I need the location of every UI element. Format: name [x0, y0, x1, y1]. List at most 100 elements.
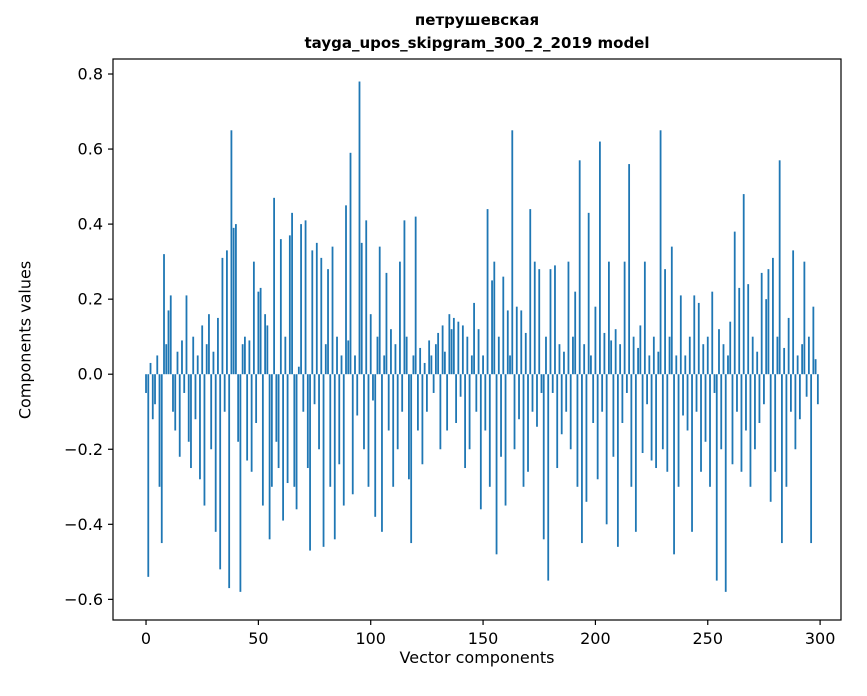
bar [482, 355, 484, 375]
bar [156, 355, 159, 375]
bar [410, 374, 413, 544]
bar [385, 272, 388, 375]
bar [812, 306, 815, 375]
y-tick-label: −0.4 [64, 515, 103, 534]
bar [190, 374, 192, 469]
bar [563, 351, 565, 375]
bar [300, 224, 302, 375]
x-tick-label: 150 [468, 629, 499, 648]
bar [801, 344, 804, 375]
bar [729, 321, 732, 375]
bar [581, 374, 583, 544]
bar [145, 374, 147, 393]
bar [727, 355, 729, 375]
bar [718, 329, 720, 375]
bar [288, 235, 291, 375]
bar [810, 374, 813, 544]
bar [776, 336, 779, 375]
bar [192, 336, 195, 375]
bar [751, 336, 754, 375]
bar [401, 374, 404, 412]
bar [787, 317, 790, 375]
bar [702, 344, 705, 375]
bar [785, 374, 788, 487]
bar [457, 321, 460, 375]
bar [484, 374, 487, 431]
bar [356, 374, 359, 416]
bar [760, 272, 763, 375]
bar [527, 374, 529, 472]
bar [677, 374, 680, 487]
bar [715, 374, 718, 581]
bar [426, 374, 428, 412]
y-tick-label: 0.8 [78, 65, 103, 84]
bar [304, 220, 307, 375]
bar [201, 325, 204, 375]
bar [423, 362, 426, 375]
bar [154, 374, 156, 405]
bar [270, 374, 273, 487]
bar [275, 374, 278, 442]
bar [648, 355, 651, 375]
bar [199, 374, 201, 480]
bar [261, 374, 264, 506]
bar [747, 284, 750, 375]
bar [459, 374, 462, 397]
bar [340, 355, 343, 375]
bar [259, 287, 262, 375]
bar [754, 374, 756, 450]
bar [235, 224, 237, 375]
bar [518, 374, 520, 420]
bar [491, 280, 493, 375]
axes-spines [112, 58, 842, 621]
bar [704, 374, 707, 442]
bar [217, 317, 219, 375]
bar [807, 336, 810, 375]
bar [432, 374, 435, 393]
bar [470, 355, 473, 375]
bar [232, 227, 235, 375]
bar [475, 374, 478, 412]
bar [390, 329, 392, 375]
bar [574, 291, 577, 375]
bar [731, 374, 734, 465]
bar [408, 374, 410, 480]
bar [434, 344, 437, 375]
bar [419, 347, 422, 375]
bar [473, 302, 475, 375]
bar [625, 374, 628, 393]
bar [151, 374, 154, 420]
bar [295, 374, 298, 510]
chart-title-line2: tayga_upos_skipgram_300_2_2019 model [304, 34, 650, 52]
bar [500, 374, 502, 457]
bar [742, 194, 745, 375]
bar [421, 374, 424, 465]
bar [650, 374, 653, 461]
bar [578, 160, 581, 375]
bar [374, 374, 377, 517]
bar [529, 209, 532, 375]
bar [488, 374, 491, 487]
bar [670, 246, 673, 375]
bar [511, 130, 514, 375]
bar [603, 332, 606, 375]
bar [327, 269, 329, 375]
bar [268, 374, 271, 540]
bar [792, 250, 795, 375]
bar [538, 269, 541, 375]
bar [284, 336, 287, 375]
bar [228, 374, 231, 589]
bar [794, 374, 797, 450]
bar [354, 355, 356, 375]
bar [783, 347, 786, 375]
bar [311, 250, 314, 375]
bar [250, 374, 253, 472]
bar [733, 231, 736, 375]
bar [623, 261, 626, 375]
bar [210, 374, 213, 450]
x-axis-label: Vector components [399, 648, 555, 667]
bar [675, 355, 678, 375]
bar [205, 344, 208, 375]
bar [533, 261, 536, 375]
bar [628, 164, 631, 375]
